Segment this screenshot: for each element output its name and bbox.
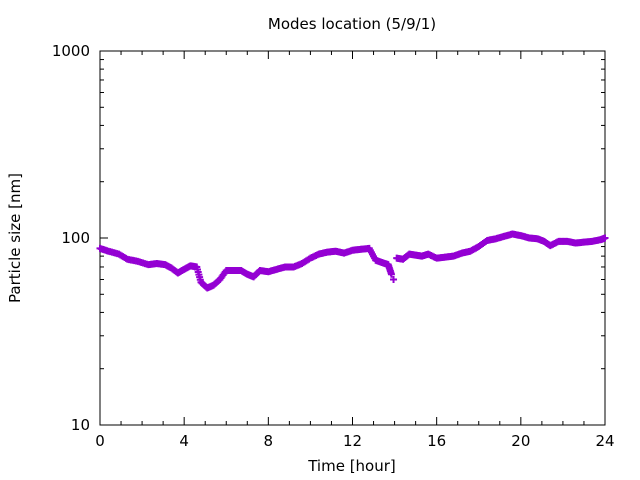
y-tick-label: 100: [61, 229, 90, 247]
x-tick-label: 24: [595, 432, 614, 450]
data-point: [390, 275, 398, 283]
y-axis-label: Particle size [nm]: [6, 173, 24, 303]
data-point: [601, 234, 609, 242]
tick-labels: 0 4 8 12 16 20 24 10 100 1000: [52, 42, 615, 450]
data-point: [387, 270, 395, 278]
x-tick-label: 16: [427, 432, 446, 450]
x-axis-label: Time [hour]: [307, 457, 396, 475]
axis-ticks: [99, 50, 606, 426]
x-tick-label: 0: [95, 432, 105, 450]
y-tick-label: 1000: [52, 42, 90, 60]
x-tick-label: 4: [179, 432, 189, 450]
x-tick-label: 20: [511, 432, 530, 450]
x-tick-label: 12: [343, 432, 362, 450]
chart-title: Modes location (5/9/1): [268, 15, 436, 33]
x-tick-label: 8: [264, 432, 274, 450]
y-tick-label: 10: [71, 416, 90, 434]
data-points: [96, 230, 609, 292]
